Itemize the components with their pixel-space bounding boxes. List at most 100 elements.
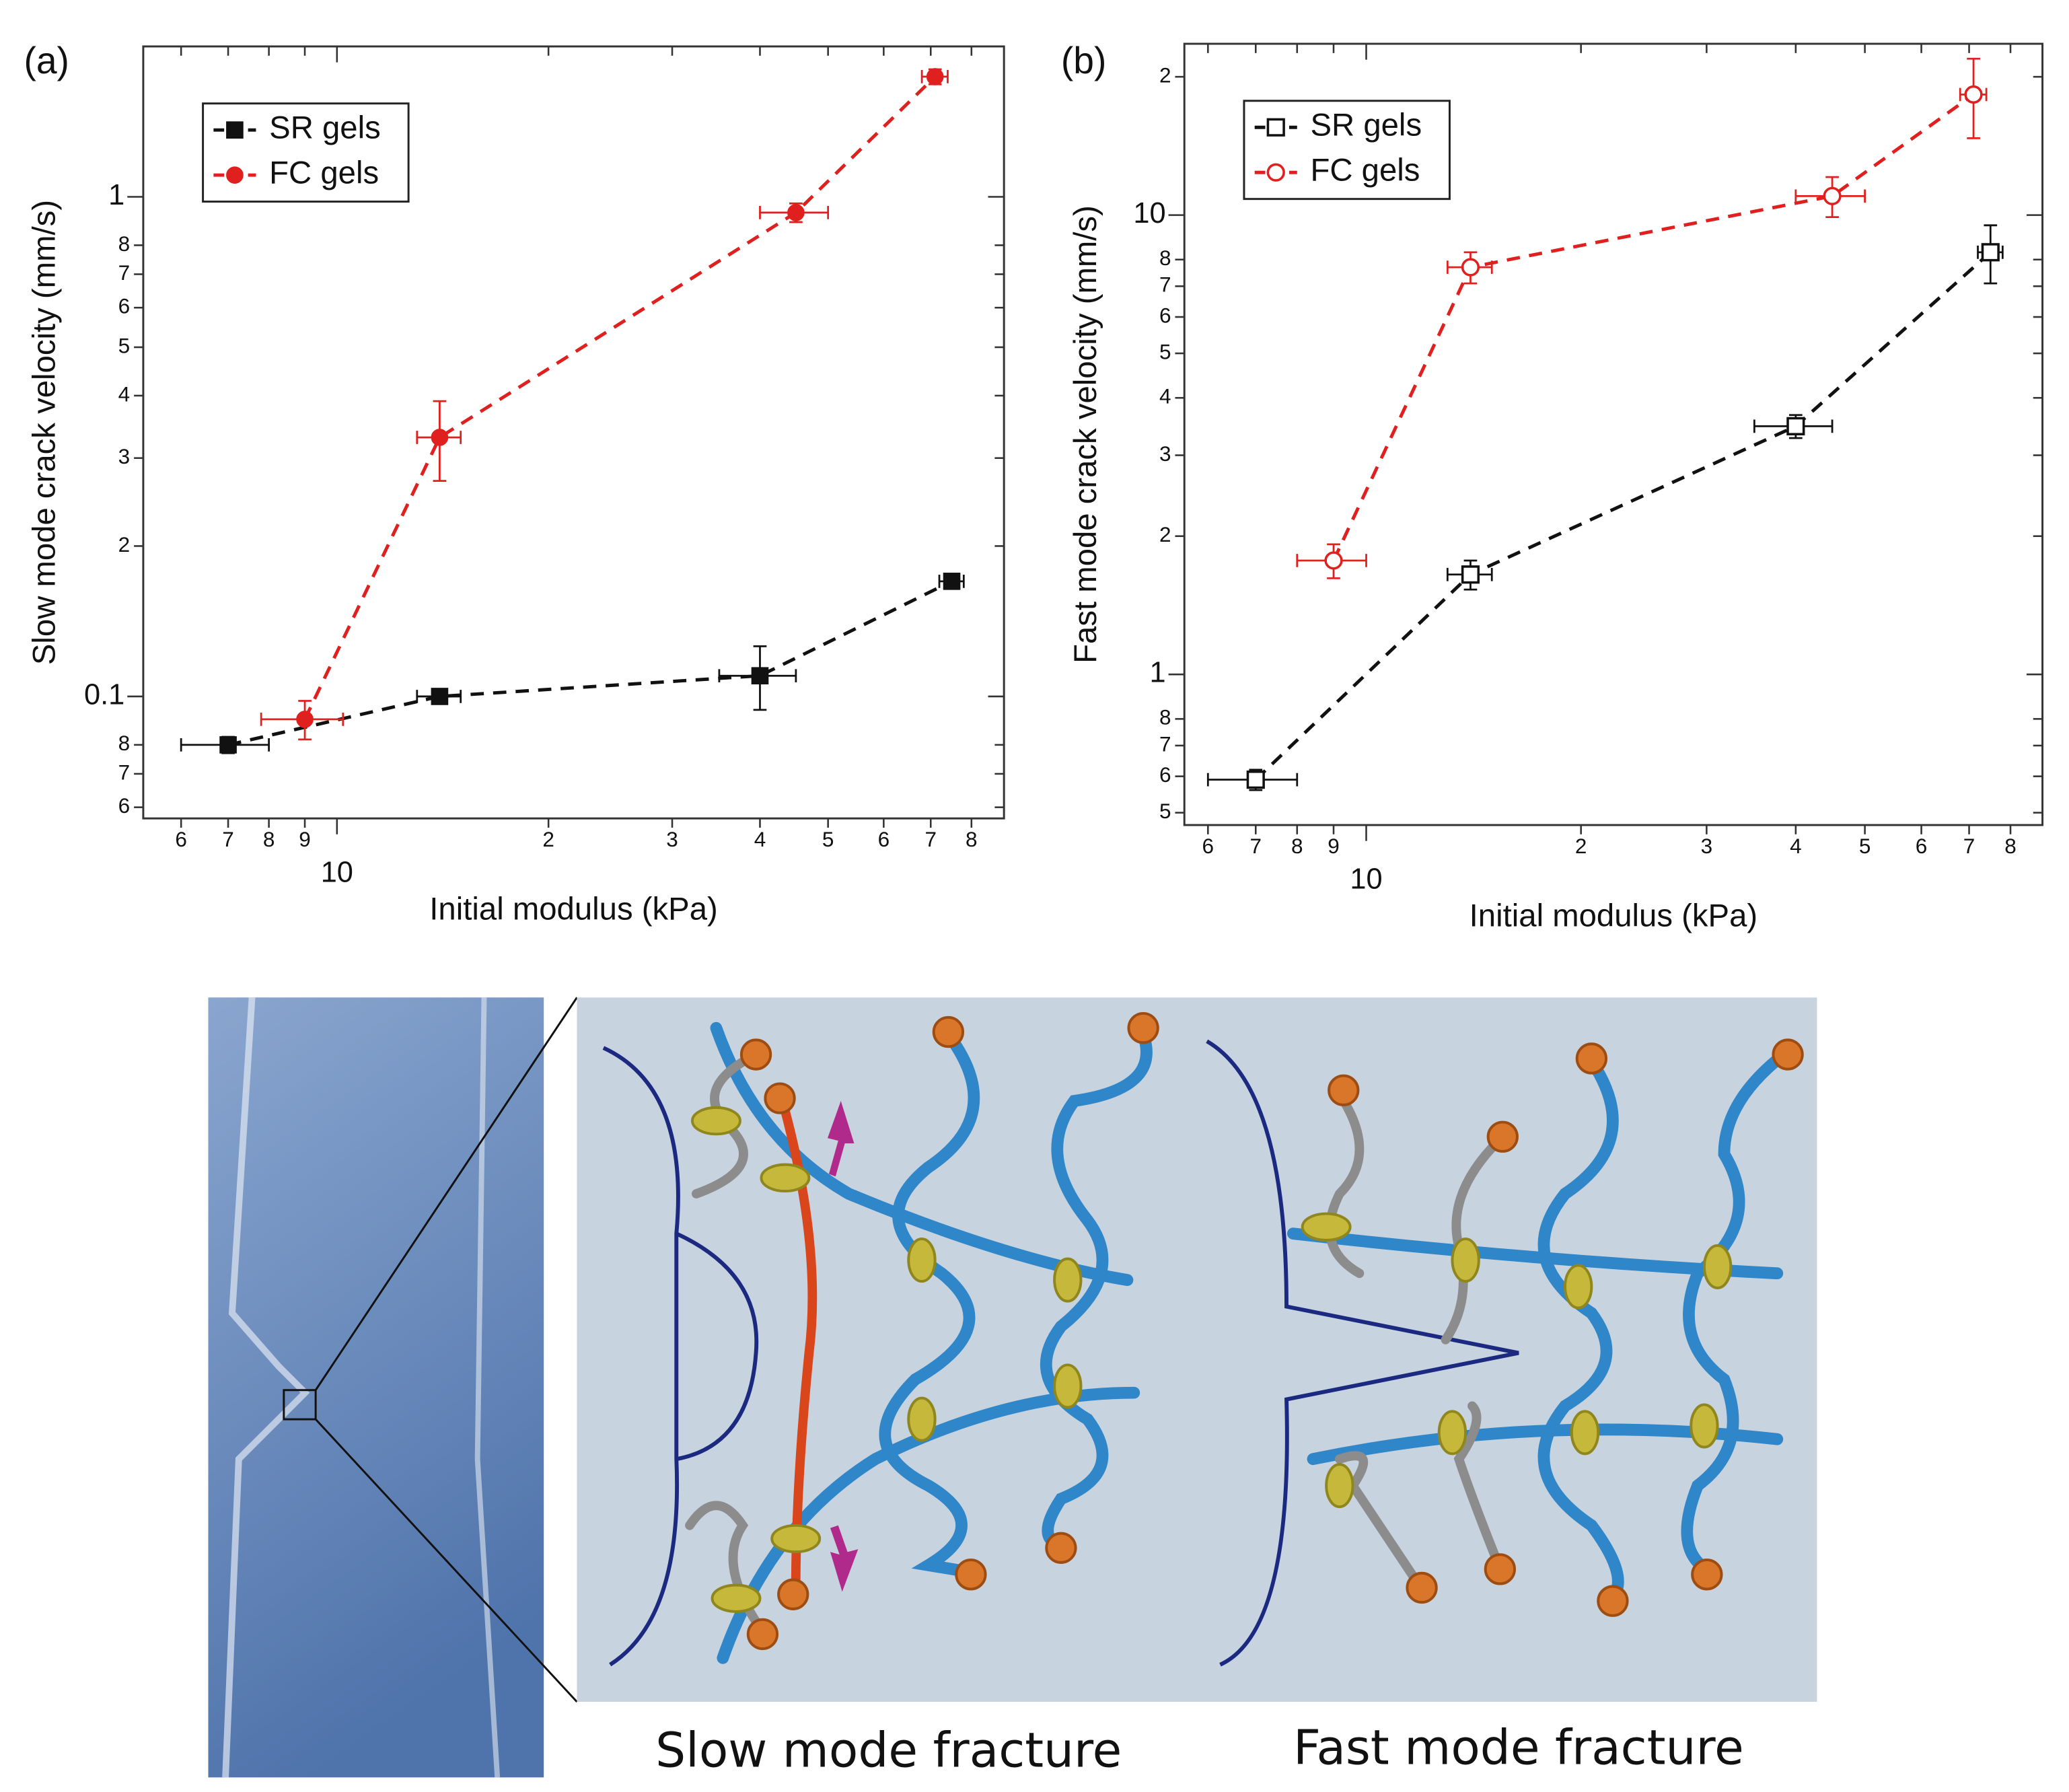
x-axis-label: Initial modulus (kPa) (1469, 898, 1757, 934)
y-tick-label: 7 (118, 760, 131, 784)
marker (296, 711, 314, 728)
marker (1786, 417, 1805, 435)
y-tick-label: 7 (1159, 273, 1171, 297)
y-tick-label: 8 (1159, 246, 1171, 270)
y-tick-label: 5 (1159, 339, 1171, 363)
x-tick-label: 7 (924, 827, 937, 851)
gel-edge (222, 997, 310, 1778)
x-tick-label: 2 (1575, 834, 1587, 858)
x-tick-label: 10 (1350, 863, 1382, 895)
marker (431, 688, 449, 705)
marker (1246, 770, 1265, 789)
y-tick-label: 5 (1159, 799, 1171, 823)
marker (1461, 565, 1480, 584)
y-tick-label: 1 (1150, 657, 1166, 689)
x-tick-label: 3 (1701, 834, 1713, 858)
y-tick-label: 0.1 (84, 678, 124, 711)
end-group (739, 1011, 1804, 1651)
marker (1266, 163, 1285, 182)
x-tick-label: 4 (754, 827, 766, 851)
marker (787, 204, 805, 221)
x-tick-label: 9 (1328, 834, 1340, 858)
x-tick-label: 8 (966, 827, 978, 851)
y-tick-label: 8 (118, 731, 131, 755)
legend-label: SR gels (1310, 108, 1422, 143)
y-tick-label: 4 (118, 382, 131, 406)
x-tick-label: 8 (263, 827, 275, 851)
marker (1964, 85, 1983, 104)
y-axis-label: Fast mode crack velocity (mm/s) (1068, 205, 1103, 664)
x-tick-label: 7 (1250, 834, 1262, 858)
illustration: Slow mode fracture Fast mode fracture (208, 997, 1817, 1778)
series-line (1254, 251, 1992, 781)
y-tick-label: 6 (118, 294, 131, 318)
y-tick-label: 5 (118, 333, 131, 357)
series-line (1332, 93, 1975, 561)
ring (690, 1106, 1733, 1613)
y-tick-label: 2 (1159, 522, 1171, 546)
caption: Slow mode fracture (655, 1722, 1122, 1778)
x-tick-label: 8 (1291, 834, 1303, 858)
zoom-box (283, 1389, 317, 1421)
plot-frame (142, 45, 1005, 820)
sliding-chain (685, 1050, 1504, 1637)
x-tick-label: 8 (2004, 834, 2017, 858)
legend-label: FC gels (1310, 153, 1420, 188)
y-tick-label: 6 (1159, 762, 1171, 787)
zoom-line (314, 997, 578, 1391)
marker (1461, 258, 1480, 277)
x-tick-label: 6 (1202, 834, 1214, 858)
y-tick-label: 6 (118, 793, 131, 818)
marker (226, 166, 244, 184)
y-tick-label: 8 (118, 231, 131, 256)
x-tick-label: 6 (1916, 834, 1928, 858)
y-tick-label: 7 (118, 260, 131, 285)
x-tick-label: 7 (1963, 834, 1975, 858)
schematic-panel (577, 997, 1817, 1702)
x-tick-label: 2 (542, 827, 554, 851)
marker (1823, 186, 1842, 205)
marker (1266, 118, 1285, 137)
marker (226, 121, 244, 139)
legend-label: FC gels (269, 155, 379, 191)
y-tick-label: 6 (1159, 303, 1171, 327)
series-line (227, 579, 953, 747)
marker (431, 429, 449, 446)
marker (943, 573, 961, 590)
marker (1981, 243, 2000, 262)
x-tick-label: 5 (1859, 834, 1871, 858)
gel-photo (208, 997, 544, 1778)
y-tick-label: 3 (118, 444, 131, 468)
y-tick-label: 2 (118, 532, 131, 557)
plot-frame (1183, 42, 2044, 826)
x-tick-label: 4 (1790, 834, 1802, 858)
series-line (303, 75, 937, 720)
y-tick-label: 1 (108, 179, 124, 211)
gel-edge (474, 997, 501, 1778)
y-tick-label: 7 (1159, 731, 1171, 756)
y-tick-label: 2 (1159, 63, 1171, 87)
panel-label: (b) (1061, 40, 1106, 81)
panel-label: (a) (24, 40, 69, 81)
polymer-chain (710, 1022, 1790, 1664)
y-tick-label: 4 (1159, 384, 1171, 408)
x-tick-label: 6 (175, 827, 187, 851)
marker (751, 667, 769, 685)
caption: Fast mode fracture (1293, 1719, 1744, 1775)
x-tick-label: 5 (822, 827, 834, 851)
legend-box (1243, 100, 1451, 201)
marker (219, 736, 237, 754)
marker (926, 68, 944, 85)
x-tick-label: 6 (878, 827, 890, 851)
y-tick-label: 3 (1159, 441, 1171, 466)
x-axis-label: Initial modulus (kPa) (429, 892, 717, 927)
crack-outline (602, 1039, 1519, 1667)
x-tick-label: 7 (222, 827, 234, 851)
x-tick-label: 10 (321, 856, 353, 888)
y-tick-label: 8 (1159, 705, 1171, 729)
x-tick-label: 3 (666, 827, 678, 851)
